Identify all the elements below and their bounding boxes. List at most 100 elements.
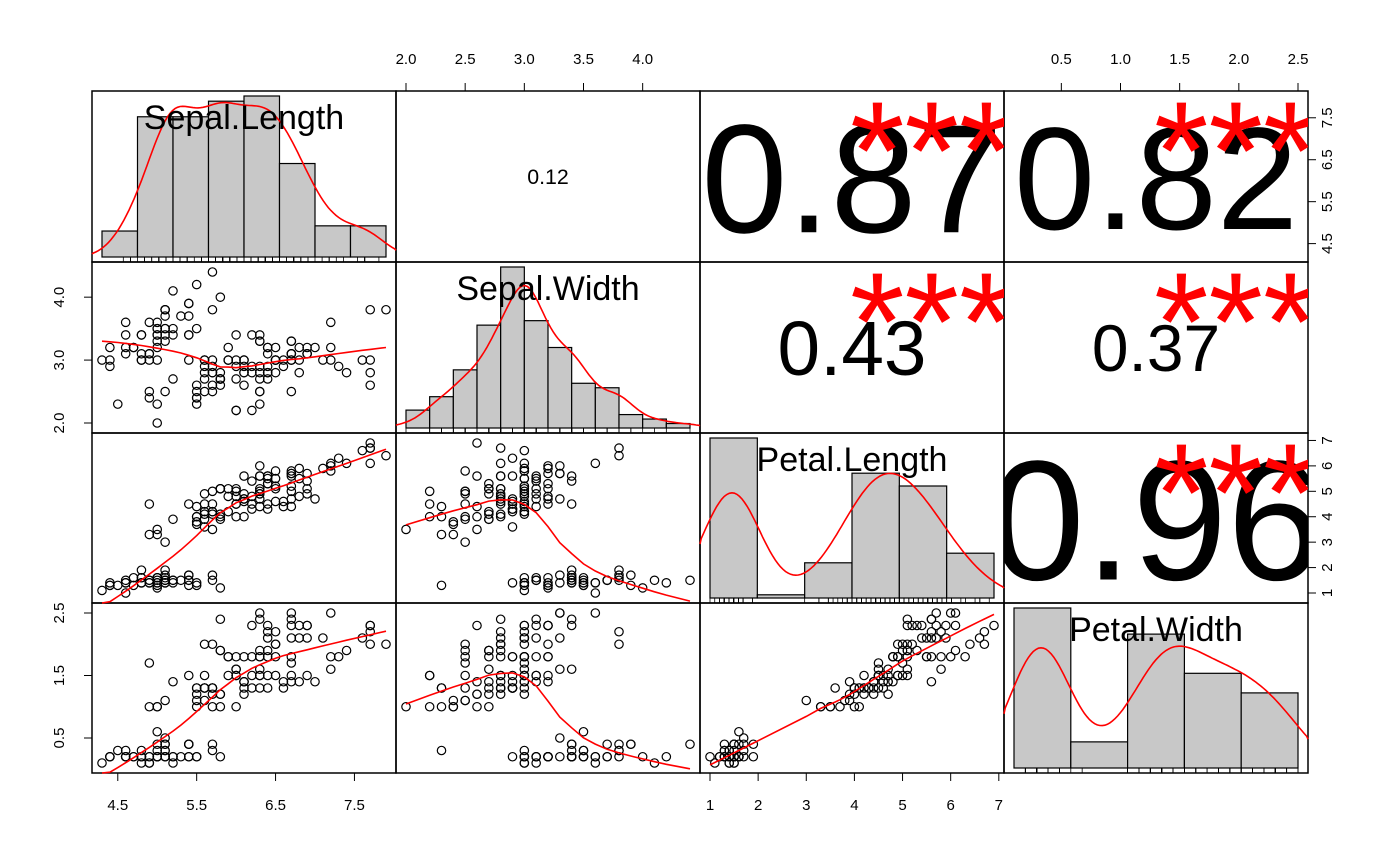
top-tick-label: 4.0: [632, 51, 653, 68]
scatter-point: [318, 633, 328, 643]
scatter-point: [531, 476, 541, 486]
scatter-point: [207, 739, 218, 750]
scatter-point: [144, 386, 155, 397]
scatter-point: [120, 317, 131, 328]
scatter-point: [112, 580, 123, 591]
scatter-point: [168, 374, 178, 384]
scatter-point: [495, 489, 506, 499]
scatter-point: [590, 578, 601, 588]
scatter-point: [543, 491, 553, 502]
scatter-point: [507, 751, 518, 762]
scatter-point: [460, 511, 470, 522]
scatter-point: [531, 473, 541, 484]
scatter-point: [215, 583, 226, 593]
right-tick-label: 5.5: [1319, 191, 1336, 212]
scatter-point: [519, 626, 530, 637]
right-tick-label: 2: [1319, 563, 1336, 571]
scatter-point: [176, 751, 186, 762]
scatter-point: [199, 639, 210, 650]
scatter-point: [191, 386, 202, 397]
scatter-point: [160, 739, 170, 750]
scatter-point: [231, 511, 241, 522]
scatter-point: [207, 267, 218, 277]
scatter-point: [191, 519, 202, 530]
histogram-bar: [1013, 607, 1072, 769]
scatter-point: [854, 683, 865, 693]
scatter-point: [294, 620, 305, 631]
scatter-point: [902, 614, 913, 625]
scatter-point: [555, 494, 565, 504]
scatter-point: [105, 355, 115, 365]
top-tick-label: 1.0: [1110, 51, 1131, 68]
histogram-bar: [1183, 672, 1242, 769]
scatter-point: [555, 468, 565, 479]
scatter-point: [160, 565, 170, 575]
scatter-point: [460, 670, 470, 681]
scatter-point: [859, 670, 869, 681]
correlation-value: 0.82: [1014, 97, 1298, 260]
scatter-point: [286, 658, 297, 668]
scatter-point: [424, 670, 435, 681]
scatter-point: [152, 751, 163, 762]
scatter-point: [448, 517, 459, 527]
scatter-point: [247, 405, 257, 416]
scatter-point: [926, 676, 937, 687]
histogram-bar: [523, 320, 549, 429]
correlation-value: 0.37: [1092, 311, 1220, 385]
scatter-point: [705, 751, 715, 762]
histogram-bar: [571, 382, 596, 429]
scatter-point: [844, 695, 855, 706]
scatter-point: [191, 751, 202, 762]
histogram-bar: [709, 437, 758, 599]
scatter-point: [286, 651, 297, 662]
scatter-point: [215, 374, 226, 384]
scatter-point: [484, 683, 494, 693]
scatter-point: [215, 292, 226, 302]
histogram-bar: [1126, 633, 1185, 769]
scatter-point: [365, 367, 376, 378]
scatter-point: [830, 683, 840, 693]
scatter-point: [231, 355, 241, 365]
scatter-point: [136, 355, 147, 365]
scatter-point: [254, 461, 265, 471]
top-tick-label: 2.5: [1288, 51, 1309, 68]
scatter-point: [325, 458, 336, 469]
scatter-point: [543, 670, 553, 681]
scatter-point: [519, 473, 530, 484]
scatter-point: [325, 664, 336, 675]
scatter-point: [262, 620, 273, 631]
scatter-point: [950, 608, 961, 618]
scatter-point: [566, 499, 577, 509]
scatter-point: [152, 578, 163, 588]
scatter-point: [381, 639, 391, 650]
scatter-point: [495, 494, 506, 504]
scatter-point: [270, 355, 281, 365]
scatter-point: [120, 330, 131, 340]
scatter-point: [519, 580, 530, 591]
scatter-point: [191, 517, 202, 527]
scatter-point: [239, 355, 249, 365]
scatter-point: [168, 330, 178, 340]
scatter-point: [844, 676, 855, 687]
scatter-point: [460, 486, 470, 497]
scatter-point: [310, 494, 320, 504]
scatter-point: [144, 317, 155, 328]
scatter-point: [286, 348, 297, 359]
scatter-point: [270, 367, 281, 378]
scatter-point: [199, 489, 210, 499]
scatter-point: [484, 645, 494, 656]
scatter-point: [555, 570, 565, 581]
scatter-point: [152, 529, 163, 540]
scatter-point: [160, 386, 170, 397]
scatter-point: [685, 575, 695, 586]
scatter-point: [191, 689, 202, 700]
scatter-point: [460, 645, 470, 656]
y-tick-label: 0.5: [51, 728, 68, 749]
scatter-point: [152, 701, 163, 712]
scatter-point: [888, 676, 898, 687]
scatter-point: [531, 651, 541, 662]
scatter-point: [247, 651, 257, 662]
scatter-point: [519, 572, 530, 583]
scatter-point: [341, 645, 352, 656]
scatter-point: [883, 676, 893, 687]
